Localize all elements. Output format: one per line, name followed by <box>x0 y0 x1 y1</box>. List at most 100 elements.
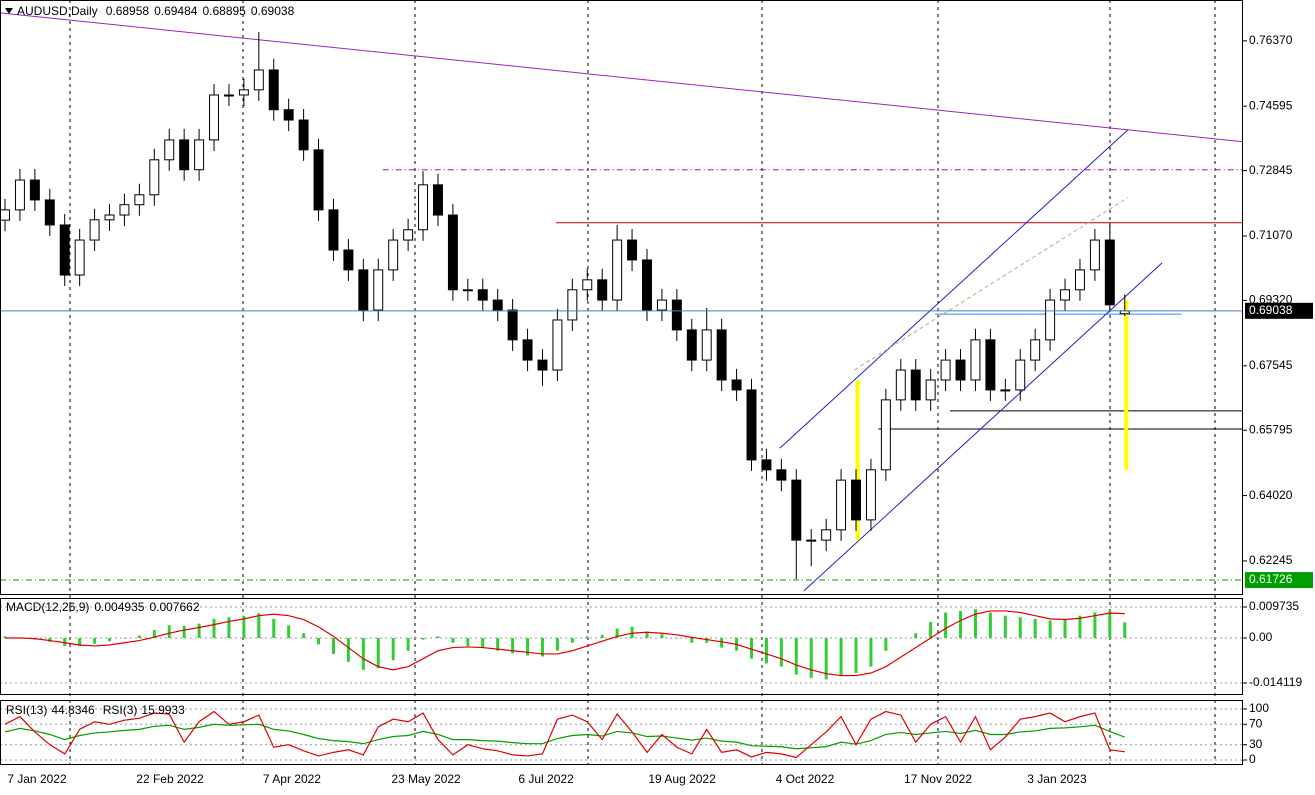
candle-body <box>1089 239 1100 271</box>
candle-body <box>955 359 966 381</box>
legend-entry: RSI(13) <box>6 703 47 717</box>
candle-body <box>447 214 458 291</box>
candle-body <box>940 359 951 381</box>
x-tick-label: 7 Jan 2022 <box>7 772 67 786</box>
candle-body <box>806 539 817 542</box>
y-tick-label: 0.67545 <box>1249 358 1293 372</box>
y-tick-label: 0 <box>1249 752 1256 766</box>
candle-body <box>642 259 652 311</box>
macd-bar <box>481 637 485 648</box>
macd-bar <box>959 610 963 638</box>
y-tick-label: 0.74595 <box>1249 98 1293 112</box>
macd-bar <box>1123 622 1127 638</box>
candle-body <box>746 389 757 461</box>
x-tick-label: 4 Oct 2022 <box>776 772 835 786</box>
macd-bar <box>242 615 246 638</box>
menu-arrow[interactable] <box>5 8 13 14</box>
macd-bar <box>436 636 440 638</box>
macd-bar <box>660 634 664 638</box>
candle-body <box>507 309 518 341</box>
candle-body <box>223 94 234 97</box>
candle-body <box>865 469 876 521</box>
x-tick-label: 17 Nov 2022 <box>904 772 972 786</box>
x-tick-label: 23 May 2022 <box>391 772 461 786</box>
macd-bar <box>122 637 126 639</box>
candle-body <box>597 279 608 301</box>
macd-bar <box>1093 612 1097 638</box>
candle-body <box>567 289 578 321</box>
drawing-line <box>779 129 1129 449</box>
bid-price-label: 0.69038 <box>1249 303 1293 317</box>
candle-body <box>821 529 832 541</box>
rsi-line <box>4 710 1125 759</box>
macd-bar <box>1003 615 1007 638</box>
indicator-value: 0.007662 <box>149 600 199 614</box>
macd-bar <box>451 637 455 643</box>
macd-bar <box>645 631 649 638</box>
macd-bar <box>750 637 754 659</box>
x-tick-label: 3 Jan 2023 <box>1027 772 1087 786</box>
macd-bar <box>1018 617 1022 638</box>
candle-body <box>164 139 175 161</box>
candle-body <box>74 239 85 276</box>
macd-bar <box>152 630 156 638</box>
candle-body <box>1030 339 1041 361</box>
macd-bar <box>167 625 171 638</box>
candle-body <box>492 299 503 311</box>
macd-bar <box>600 634 604 638</box>
candle-body <box>403 229 414 241</box>
candle-body <box>209 94 220 141</box>
macd-bar <box>346 637 350 662</box>
y-tick-label: 70 <box>1249 716 1263 730</box>
macd-bar <box>675 637 679 639</box>
macd-bar <box>331 637 335 654</box>
macd-bar <box>496 637 500 651</box>
ohlc-close: 0.69038 <box>251 4 295 18</box>
macd-bar <box>929 622 933 638</box>
signal-line <box>5 610 1125 677</box>
macd-bar <box>3 636 7 638</box>
macd-bar <box>466 637 470 646</box>
macd-bar <box>361 637 365 670</box>
candle-body <box>89 219 100 241</box>
candle-body <box>671 299 682 331</box>
legend-entry: RSI(3) <box>103 703 138 717</box>
y-tick-label: 0.72845 <box>1249 163 1293 177</box>
rsi-line <box>4 723 1125 750</box>
candle-body <box>14 179 25 211</box>
candle-body <box>134 194 145 206</box>
ohlc-high: 0.69484 <box>154 4 198 18</box>
candle-body <box>761 459 772 471</box>
candle-body <box>537 359 548 371</box>
macd-bar <box>944 612 948 638</box>
candle-body <box>388 239 399 271</box>
price-panel-frame <box>0 0 1243 595</box>
candle-body <box>656 299 667 311</box>
candle-body <box>179 139 190 171</box>
macd-header: MACD(12,26,9) 0.004935 0.007662 <box>6 600 200 614</box>
macd-bar <box>809 637 813 678</box>
macd-bar <box>615 628 619 638</box>
candle-body <box>149 159 160 196</box>
macd-bar <box>421 637 425 640</box>
macd-bar <box>1048 620 1052 638</box>
plot-layer <box>0 12 1243 761</box>
candle-body <box>791 479 802 541</box>
macd-bar <box>197 623 201 638</box>
y-tick-label: -0.014119 <box>1249 675 1302 689</box>
macd-bar <box>779 637 783 667</box>
candle-body <box>731 379 742 391</box>
macd-bar <box>540 637 544 657</box>
macd-bar <box>705 637 709 643</box>
candle-body <box>343 249 354 271</box>
candle-body <box>104 214 115 221</box>
candle-body <box>880 399 891 471</box>
indicator-value: 0.004935 <box>94 600 144 614</box>
candle-body <box>910 369 921 401</box>
macd-bar <box>48 637 52 642</box>
drawing-line <box>0 12 1243 143</box>
macd-bar <box>78 637 82 646</box>
candle-body <box>1060 289 1071 301</box>
x-tick-label: 6 Jul 2022 <box>518 772 574 786</box>
